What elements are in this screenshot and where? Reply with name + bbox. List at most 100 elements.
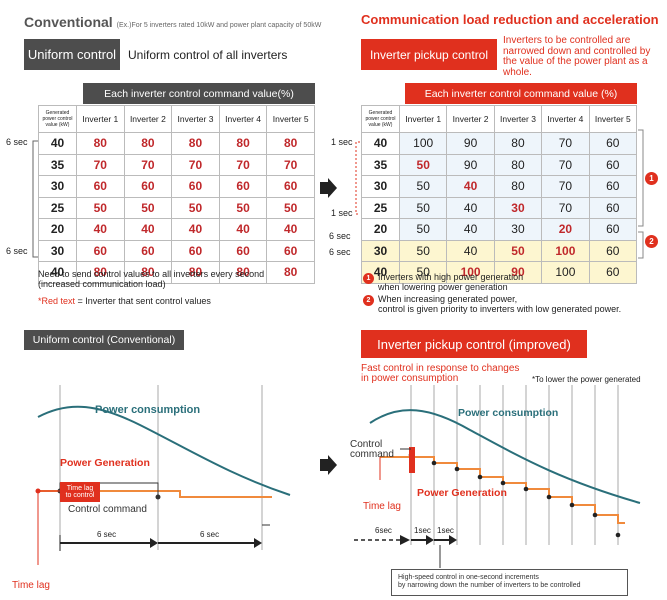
uniform-control-label: Uniform control [24, 39, 120, 70]
gen-value: 30 [361, 239, 400, 262]
inverter-header: Inverter 2 [446, 105, 495, 133]
command-value: 80 [171, 261, 220, 284]
right-arrow-icon [320, 455, 337, 475]
command-value: 40 [218, 218, 268, 241]
gen-value: 40 [38, 261, 77, 284]
pickup-subtitle: Fast control in response to changes in p… [361, 364, 519, 384]
table-row: 40 80 80 80 80 80 [38, 261, 315, 284]
sec-label: 1 sec [331, 208, 353, 218]
command-value: 70 [76, 153, 125, 176]
subtitle-line: Fast control in response to changes [361, 363, 520, 374]
command-value: 90 [493, 261, 543, 284]
badge-2: 2 [645, 235, 658, 248]
group-bracket [638, 129, 644, 259]
subtitle-line: in power consumption [361, 373, 459, 384]
table-row: 40 80 80 80 80 80 [38, 132, 315, 155]
legend-red: *Red text [38, 295, 76, 306]
sec-label: 1 sec [331, 137, 353, 147]
command-value: 60 [76, 175, 125, 198]
right-table-header: Each inverter control command value (%) [405, 83, 637, 104]
command-value: 40 [171, 218, 220, 241]
arrowhead-icon [254, 538, 262, 548]
pickup-improved-title: Inverter pickup control (improved) [361, 330, 587, 358]
command-value: 70 [171, 153, 220, 176]
legend-text: = Inverter that sent control values [75, 295, 211, 306]
interval-label: 6 sec [200, 530, 220, 539]
interval-label: 1sec [414, 526, 431, 535]
uniform-conventional-title: Uniform control (Conventional) [24, 330, 184, 350]
right-note-2: When increasing generated power, control… [378, 294, 621, 315]
note-line: (increased communication load) [38, 279, 166, 290]
command-value: 30 [493, 196, 543, 219]
sec-label: 6 sec [329, 231, 351, 241]
time-lag-box: Time lag to control [60, 482, 100, 502]
command-value: 80 [76, 132, 125, 155]
table-row: 40 100 90 80 70 60 [361, 132, 638, 155]
pickup-table: Generated power control value (kW) Inver… [361, 105, 638, 284]
table-row: 25 50 40 30 70 60 [361, 196, 638, 219]
command-value: 50 [266, 196, 315, 219]
consumption-curve [369, 409, 641, 504]
command-value: 60 [218, 239, 268, 262]
arrowhead-icon [400, 535, 410, 545]
table-row: 20 50 40 30 20 60 [361, 218, 638, 241]
table-row: 40 50 100 90 100 60 [361, 261, 638, 284]
gen-value: 25 [38, 196, 77, 219]
table-row: 35 70 70 70 70 70 [38, 153, 315, 176]
footnote: *To lower the power generated [532, 375, 641, 384]
command-value: 50 [398, 261, 448, 284]
command-value: 70 [541, 196, 590, 219]
callout-line: High-speed control in one-second increme… [398, 574, 539, 581]
command-value: 50 [398, 153, 448, 176]
interval-label: 1sec [437, 526, 454, 535]
note-line: Inverters with high power generation [378, 272, 524, 282]
command-value: 60 [171, 175, 220, 198]
table-row: 20 40 40 40 40 40 [38, 218, 315, 241]
note-line: control is given priority to inverters w… [378, 304, 622, 315]
gen-value: 25 [361, 196, 400, 219]
command-value: 100 [446, 261, 495, 284]
command-value: 40 [123, 218, 173, 241]
command-value: 50 [171, 196, 220, 219]
command-value: 40 [76, 218, 125, 241]
pickup-control-label: Inverter pickup control [361, 39, 497, 70]
command-value: 40 [266, 218, 315, 241]
gen-value: 30 [361, 175, 400, 198]
command-value: 70 [123, 153, 173, 176]
command-value: 60 [76, 239, 125, 262]
command-value: 80 [266, 132, 315, 155]
time-lag-label: Time lag [12, 580, 50, 591]
label-line: command [350, 449, 394, 460]
note-badge-1: 1 [363, 273, 374, 284]
control-command-label: Control command [350, 440, 394, 460]
command-value: 60 [266, 175, 315, 198]
command-dot [155, 494, 161, 500]
power-consumption-label: Power consumption [458, 407, 559, 419]
inverter-header: Inverter 4 [541, 105, 590, 133]
command-value: 50 [493, 239, 543, 262]
power-generation-label: Power Generation [417, 487, 507, 499]
command-value: 60 [588, 175, 638, 198]
command-value: 60 [266, 239, 315, 262]
command-value: 60 [588, 239, 638, 262]
command-value: 80 [171, 132, 220, 155]
command-value: 50 [398, 239, 448, 262]
command-value: 40 [446, 239, 495, 262]
sec-label: 6 sec [6, 137, 28, 147]
command-value: 50 [123, 196, 173, 219]
command-value: 50 [218, 196, 268, 219]
command-value: 70 [266, 153, 315, 176]
improved-title: Communication load reduction and acceler… [361, 12, 659, 27]
callout-line: by narrowing down the number of inverter… [398, 582, 581, 590]
pickup-control-desc: Inverters to be controlled are narrowed … [503, 35, 651, 78]
time-lag-dot [35, 488, 41, 494]
left-note: Need to send control values to all inver… [38, 269, 264, 306]
note-line: Need to send control values to all inver… [38, 269, 265, 279]
command-value: 70 [541, 132, 590, 155]
sec-bracket [32, 140, 38, 258]
command-value: 60 [588, 132, 638, 155]
command-value: 70 [218, 153, 268, 176]
gen-power-header: Generated power control value (kW) [38, 105, 77, 133]
sec-bracket [355, 141, 360, 215]
gen-value: 20 [38, 218, 77, 241]
